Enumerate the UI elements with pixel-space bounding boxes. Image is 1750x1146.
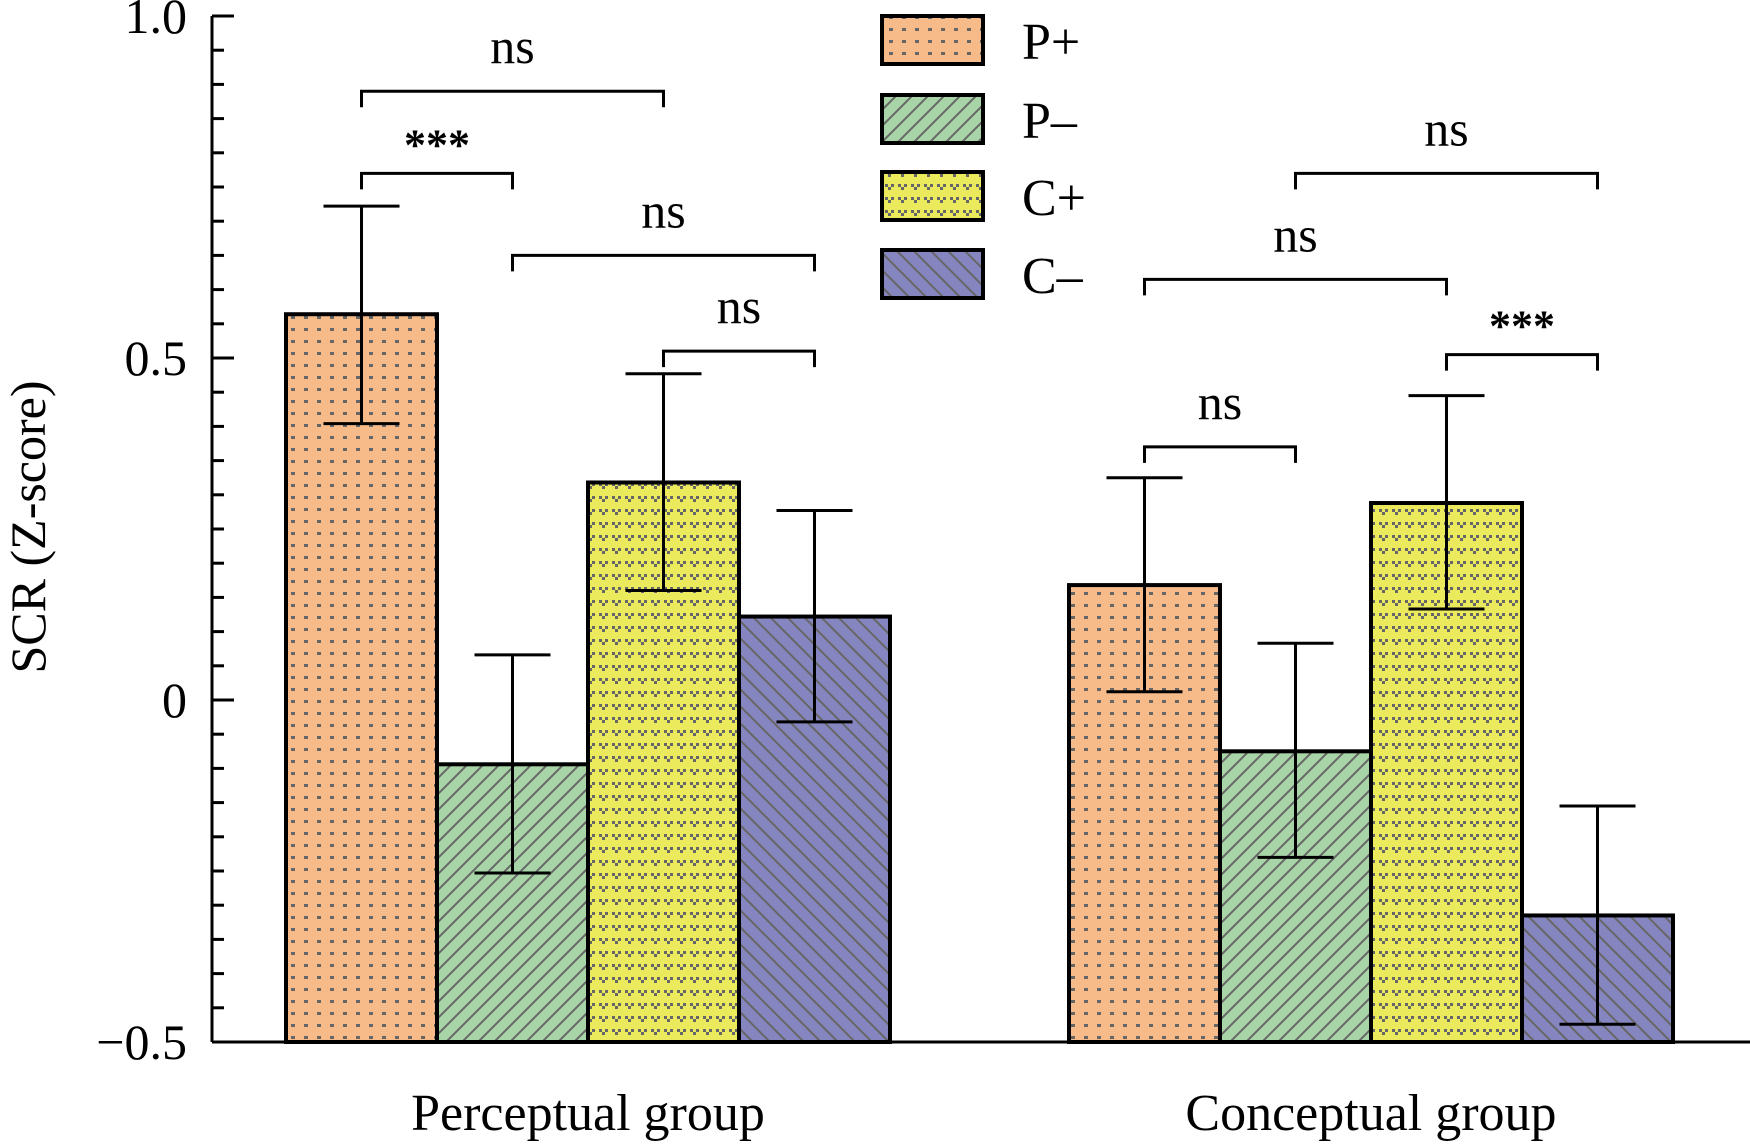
significance-bracket <box>511 253 816 272</box>
legend-item: C– <box>880 248 1084 305</box>
significance-label: ns <box>641 182 685 238</box>
error-bars <box>323 204 1636 1026</box>
x-tick-label: Conceptual group <box>1185 1085 1556 1142</box>
legend-label: C– <box>1022 248 1084 305</box>
legend-swatch <box>880 93 985 145</box>
legend-item: P+ <box>880 14 1080 71</box>
significance-bracket <box>1445 353 1599 371</box>
bar-perceptual-1 <box>284 312 439 1044</box>
y-tick-label: 0.5 <box>125 330 188 386</box>
significance-bracket <box>1143 445 1297 463</box>
x-tick-label: Perceptual group <box>411 1085 765 1142</box>
significance-label: *** <box>404 120 470 169</box>
legend-label: C+ <box>1022 170 1086 227</box>
legend-item: C+ <box>880 170 1086 227</box>
legend-swatch <box>880 170 985 222</box>
bars <box>284 312 1675 1045</box>
legend-label: P+ <box>1022 14 1080 71</box>
legend-label: P– <box>1022 93 1078 150</box>
y-tick-label: −0.5 <box>96 1014 187 1070</box>
significance-label: ns <box>1273 206 1317 262</box>
y-tick-labels: 1.0 0.5 0 −0.5 <box>96 0 187 1070</box>
y-axis-label: SCR (Z-score) <box>0 381 56 674</box>
significance-label: ns <box>717 278 761 334</box>
significance-bracket <box>360 89 665 108</box>
x-tick-labels: Perceptual group Conceptual group <box>411 1085 1556 1142</box>
significance-label: ns <box>1424 100 1468 156</box>
significance-label: *** <box>1489 302 1555 351</box>
y-minor-ticks <box>212 14 234 1044</box>
legend: P+ P– C+ C– <box>880 14 1086 305</box>
y-tick-label: 1.0 <box>125 0 188 44</box>
significance-bracket <box>1294 171 1599 190</box>
significance-label: ns <box>490 18 534 74</box>
y-tick-label: 0 <box>162 672 187 728</box>
significance-bracket <box>360 171 514 190</box>
legend-swatch <box>880 14 985 66</box>
significance-bracket <box>1143 277 1448 296</box>
legend-swatch <box>880 248 985 300</box>
legend-item: P– <box>880 93 1078 150</box>
significance-label: ns <box>1198 374 1242 430</box>
significance-bracket <box>662 349 816 368</box>
